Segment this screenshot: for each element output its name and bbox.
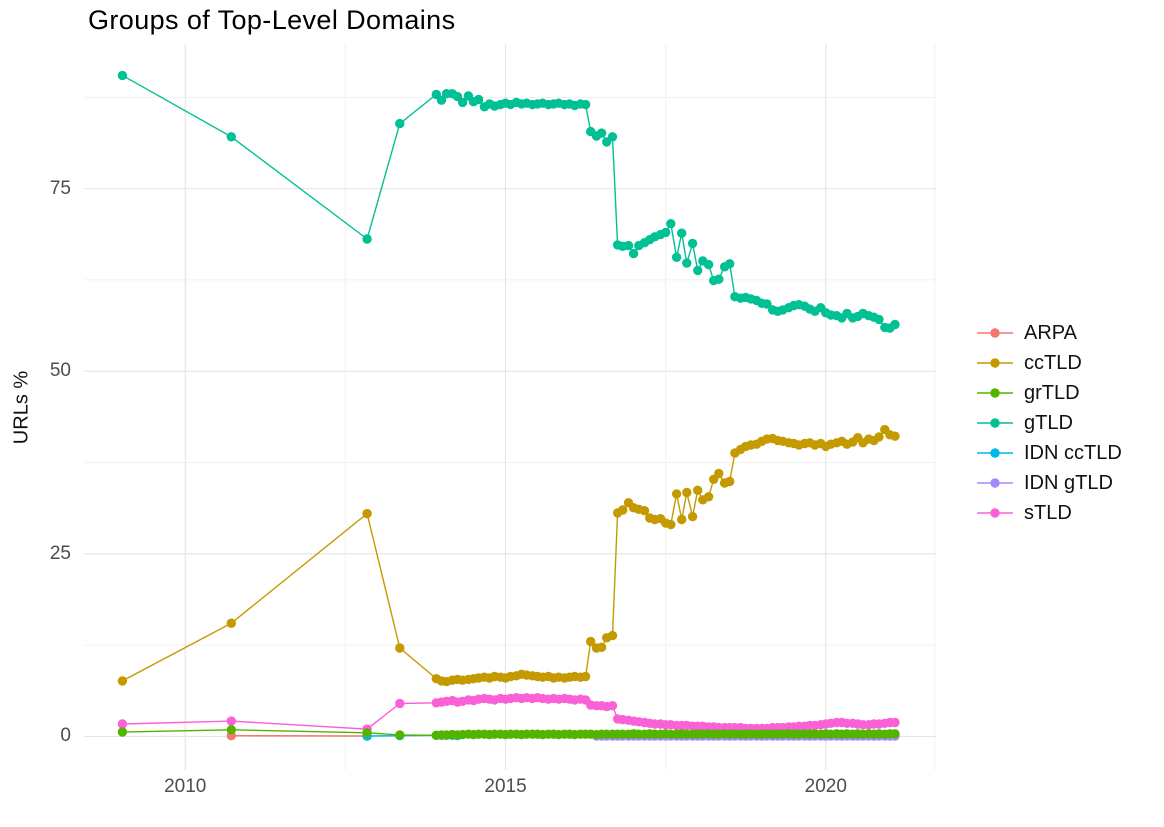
data-point <box>362 728 372 738</box>
data-point <box>687 238 698 249</box>
x-tick-label: 2015 <box>484 776 527 797</box>
data-point <box>395 118 405 129</box>
data-point <box>580 99 591 110</box>
data-point <box>693 485 703 495</box>
legend-key-icon <box>977 448 1013 458</box>
data-point <box>714 468 724 479</box>
data-point <box>596 642 607 652</box>
legend-key-icon <box>977 358 1013 368</box>
y-tick-label: 50 <box>49 360 71 382</box>
series-cctld <box>117 424 900 687</box>
data-point <box>703 259 714 270</box>
data-point <box>671 489 682 499</box>
series-gtld <box>117 70 900 333</box>
data-point <box>596 128 607 138</box>
data-point <box>725 476 735 487</box>
data-point <box>607 132 618 142</box>
data-point <box>682 487 692 498</box>
data-point <box>687 511 698 522</box>
data-point <box>714 274 724 284</box>
data-point <box>226 132 236 142</box>
data-point <box>362 508 372 519</box>
data-point <box>362 234 372 244</box>
y-tick-label: 75 <box>49 177 71 199</box>
data-point <box>117 676 128 686</box>
data-point <box>586 636 596 647</box>
legend-item-label: IDN gTLD <box>1024 472 1113 494</box>
series-stld <box>117 693 900 734</box>
data-point <box>117 70 128 81</box>
legend-key-icon <box>977 508 1013 518</box>
legend-item-label: sTLD <box>1024 502 1072 524</box>
legend-key-icon <box>977 388 1013 398</box>
data-point <box>226 618 236 628</box>
data-point <box>693 265 703 276</box>
data-point <box>725 259 735 269</box>
data-point <box>395 698 405 709</box>
legend-item-label: gTLD <box>1024 412 1073 434</box>
gridlines-major <box>84 44 936 770</box>
data-point <box>762 299 772 309</box>
series-grtld <box>117 725 900 740</box>
legend-item-label: ccTLD <box>1024 352 1082 374</box>
gridlines-minor <box>84 44 936 770</box>
data-point <box>890 717 900 728</box>
legend-key-icon <box>977 478 1013 488</box>
data-point <box>607 630 618 641</box>
data-point <box>395 643 405 653</box>
data-point <box>890 319 900 330</box>
data-point <box>666 219 676 229</box>
data-point <box>436 95 447 105</box>
data-point <box>628 248 639 259</box>
data-point <box>677 228 687 238</box>
data-point <box>623 240 634 251</box>
data-point <box>395 730 405 740</box>
data-point <box>607 701 618 711</box>
data-point <box>661 227 671 238</box>
legend-item-label: grTLD <box>1024 382 1080 404</box>
data-point <box>117 727 128 737</box>
legend-key-icon <box>977 418 1013 428</box>
y-tick-label: 25 <box>49 542 71 564</box>
data-point <box>890 729 900 739</box>
data-point <box>473 94 484 105</box>
data-point <box>890 431 900 441</box>
x-tick-label: 2010 <box>164 776 207 797</box>
data-point <box>874 314 884 325</box>
x-tick-label: 2020 <box>804 776 847 797</box>
data-point <box>618 505 628 515</box>
y-tick-label: 0 <box>60 725 71 747</box>
chart-title: Groups of Top-Level Domains <box>88 5 456 35</box>
data-point <box>226 725 236 735</box>
data-point <box>226 716 236 726</box>
legend-key-icon <box>977 328 1013 338</box>
data-point <box>580 671 591 682</box>
data-point <box>671 252 682 262</box>
data-point <box>703 492 714 502</box>
legend-item-label: IDN ccTLD <box>1024 442 1122 464</box>
data-point <box>666 519 676 530</box>
data-point <box>457 97 468 108</box>
data-point <box>117 719 128 729</box>
data-point <box>677 514 687 525</box>
data-point <box>874 432 884 442</box>
data-point <box>639 506 650 516</box>
legend-item-label: ARPA <box>1024 322 1077 344</box>
data-point <box>682 258 692 268</box>
